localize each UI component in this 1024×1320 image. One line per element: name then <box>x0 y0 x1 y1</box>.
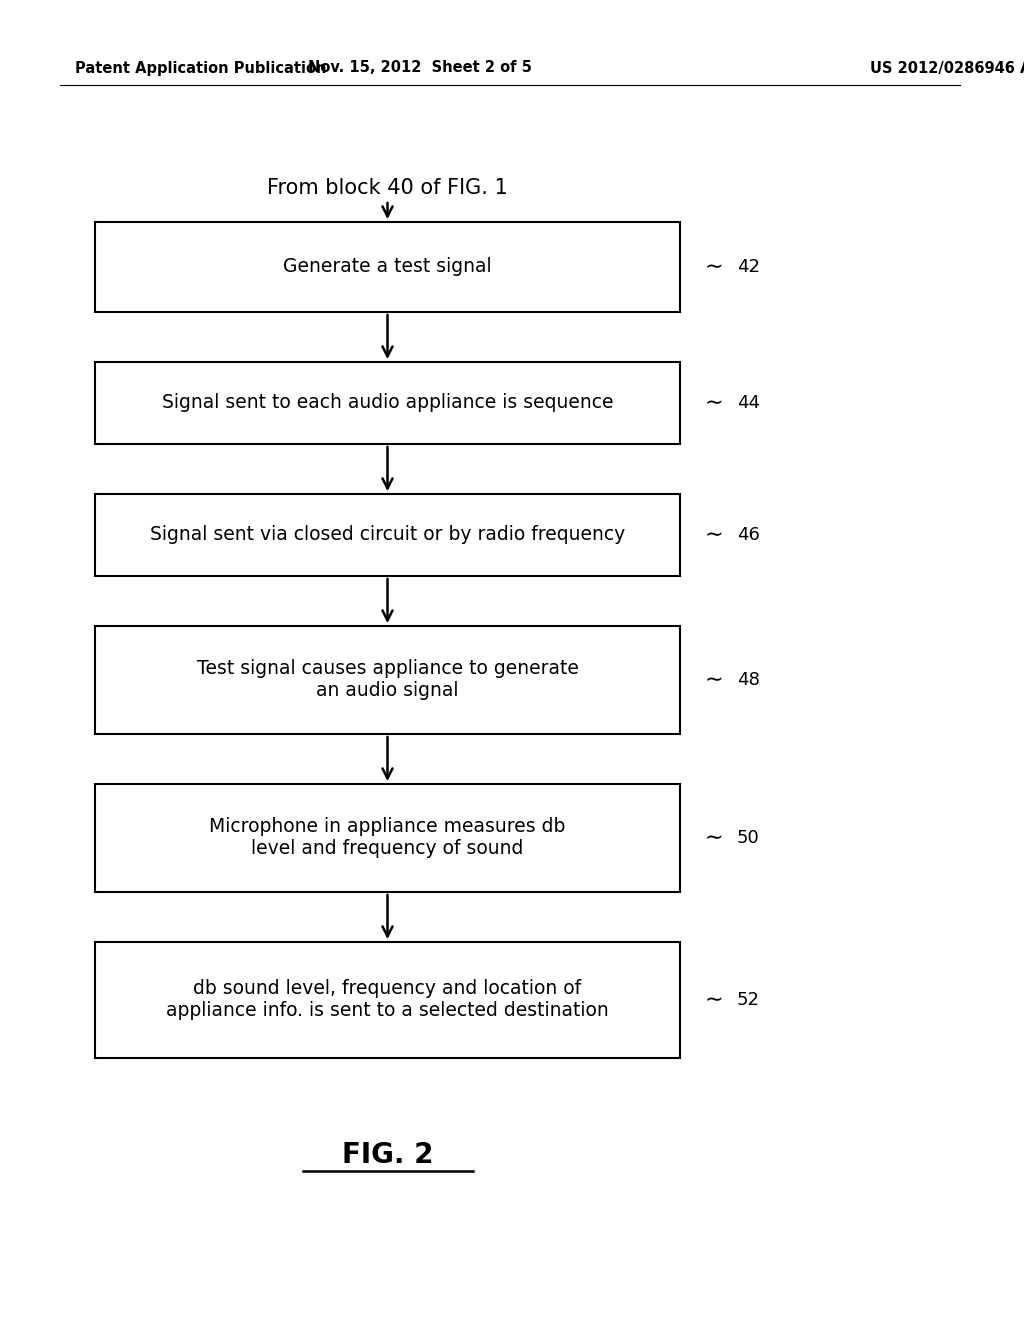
Text: Signal sent via closed circuit or by radio frequency: Signal sent via closed circuit or by rad… <box>150 525 625 544</box>
Text: appliance info. is sent to a selected destination: appliance info. is sent to a selected de… <box>166 1002 609 1020</box>
Bar <box>95 362 680 444</box>
Bar <box>95 222 680 312</box>
Text: Patent Application Publication: Patent Application Publication <box>75 61 327 75</box>
Text: ∼: ∼ <box>705 671 724 690</box>
Text: 46: 46 <box>737 525 760 544</box>
Text: ∼: ∼ <box>705 828 724 847</box>
Text: level and frequency of sound: level and frequency of sound <box>251 840 523 858</box>
Text: an audio signal: an audio signal <box>316 681 459 701</box>
Text: Nov. 15, 2012  Sheet 2 of 5: Nov. 15, 2012 Sheet 2 of 5 <box>308 61 531 75</box>
Text: ∼: ∼ <box>705 990 724 1010</box>
Text: ∼: ∼ <box>705 525 724 545</box>
Bar <box>95 626 680 734</box>
Bar <box>95 494 680 576</box>
Text: 44: 44 <box>737 393 760 412</box>
Text: 42: 42 <box>737 257 760 276</box>
Text: 50: 50 <box>737 829 760 847</box>
Bar <box>95 784 680 892</box>
Text: From block 40 of FIG. 1: From block 40 of FIG. 1 <box>267 178 508 198</box>
Text: Microphone in appliance measures db: Microphone in appliance measures db <box>209 817 565 837</box>
Bar <box>95 942 680 1059</box>
Text: ∼: ∼ <box>705 393 724 413</box>
Text: Signal sent to each audio appliance is sequence: Signal sent to each audio appliance is s… <box>162 393 613 412</box>
Text: ∼: ∼ <box>705 257 724 277</box>
Text: US 2012/0286946 A1: US 2012/0286946 A1 <box>870 61 1024 75</box>
Text: db sound level, frequency and location of: db sound level, frequency and location o… <box>194 979 582 998</box>
Text: Generate a test signal: Generate a test signal <box>284 257 492 276</box>
Text: 48: 48 <box>737 671 760 689</box>
Text: 52: 52 <box>737 991 760 1008</box>
Text: FIG. 2: FIG. 2 <box>342 1140 433 1170</box>
Text: Test signal causes appliance to generate: Test signal causes appliance to generate <box>197 660 579 678</box>
